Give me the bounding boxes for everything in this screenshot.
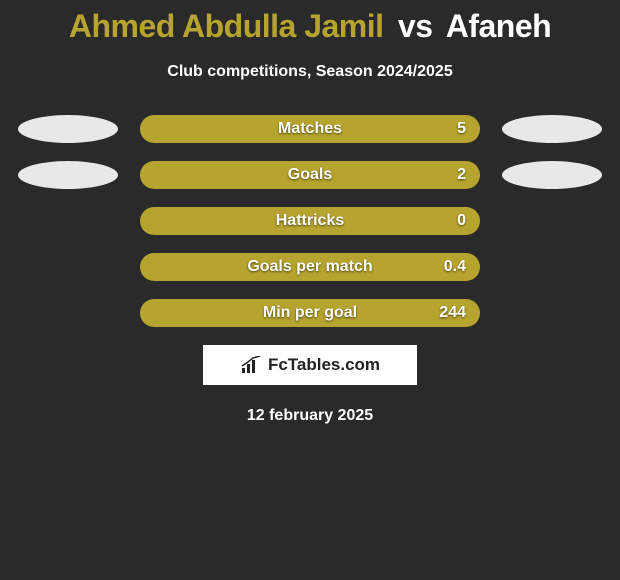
left-spacer (18, 253, 118, 281)
right-spacer (502, 207, 602, 235)
stat-label: Min per goal (263, 304, 357, 322)
comparison-widget: Ahmed Abdulla Jamil vs Afaneh Club compe… (0, 0, 620, 425)
vs-separator: vs (392, 8, 439, 44)
stat-row: Min per goal 244 (0, 299, 620, 327)
stat-value: 5 (457, 120, 466, 138)
right-spacer (502, 253, 602, 281)
left-oval-icon (18, 115, 118, 143)
stat-bar: Min per goal 244 (140, 299, 480, 327)
attribution-badge: FcTables.com (203, 345, 417, 385)
stat-bar: Goals per match 0.4 (140, 253, 480, 281)
stat-value: 0 (457, 212, 466, 230)
stats-container: Matches 5 Goals 2 Hattricks 0 Goals (0, 115, 620, 327)
stat-bar: Goals 2 (140, 161, 480, 189)
stat-label: Goals per match (247, 258, 372, 276)
player1-name: Ahmed Abdulla Jamil (69, 8, 384, 44)
stat-bar: Matches 5 (140, 115, 480, 143)
player2-name: Afaneh (446, 8, 551, 44)
stat-value: 2 (457, 166, 466, 184)
date-label: 12 february 2025 (0, 407, 620, 425)
stat-row: Goals 2 (0, 161, 620, 189)
stat-row: Hattricks 0 (0, 207, 620, 235)
left-spacer (18, 299, 118, 327)
attribution-text: FcTables.com (268, 355, 380, 375)
stat-value: 0.4 (444, 258, 466, 276)
chart-icon (240, 356, 262, 374)
right-oval-icon (502, 115, 602, 143)
stat-bar: Hattricks 0 (140, 207, 480, 235)
right-oval-icon (502, 161, 602, 189)
stat-row: Matches 5 (0, 115, 620, 143)
stat-value: 244 (439, 304, 466, 322)
subtitle: Club competitions, Season 2024/2025 (0, 63, 620, 81)
right-spacer (502, 299, 602, 327)
stat-label: Hattricks (276, 212, 344, 230)
stat-row: Goals per match 0.4 (0, 253, 620, 281)
stat-label: Matches (278, 120, 342, 138)
left-oval-icon (18, 161, 118, 189)
page-title: Ahmed Abdulla Jamil vs Afaneh (0, 8, 620, 45)
left-spacer (18, 207, 118, 235)
stat-label: Goals (288, 166, 332, 184)
